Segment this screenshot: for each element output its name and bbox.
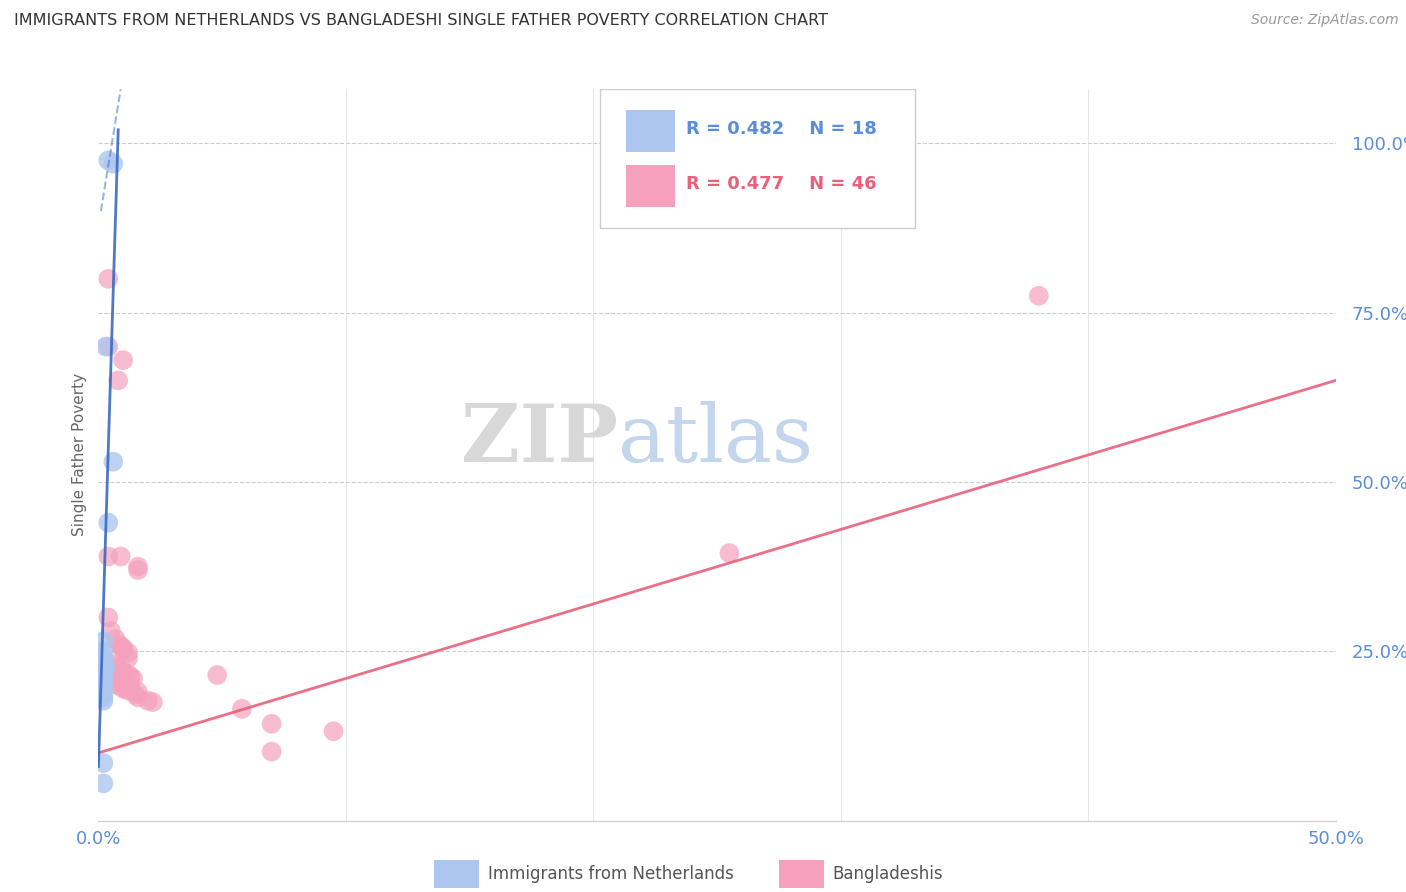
Point [260,716,283,731]
Point [93,657,115,672]
Point [112,640,135,655]
Text: Bangladeshis: Bangladeshis [832,865,943,883]
Point [100,624,122,638]
Point [107,638,129,652]
Point [100,657,122,671]
Point [97,610,120,624]
Point [112,665,135,679]
Point [231,702,253,716]
Point [117,683,139,698]
Point [122,672,145,686]
Point [120,670,142,684]
Point [1028,289,1050,303]
Point [94,661,117,675]
Point [93,634,115,648]
Point [107,678,129,692]
Point [104,659,127,673]
Point [107,665,129,679]
Text: R = 0.482    N = 18: R = 0.482 N = 18 [686,120,877,138]
Point [718,546,741,560]
Point [97,516,120,530]
Point [112,643,135,657]
Text: Source: ZipAtlas.com: Source: ZipAtlas.com [1251,13,1399,28]
Point [103,677,125,691]
Point [110,549,132,564]
Point [97,153,120,168]
Text: atlas: atlas [619,401,813,479]
Point [127,563,149,577]
Point [127,559,149,574]
Point [110,639,132,653]
Point [112,353,135,368]
Point [205,668,228,682]
Point [103,455,125,469]
Point [104,632,127,647]
Text: IMMIGRANTS FROM NETHERLANDS VS BANGLADESHI SINGLE FATHER POVERTY CORRELATION CHA: IMMIGRANTS FROM NETHERLANDS VS BANGLADES… [14,13,828,29]
Point [117,681,139,695]
FancyBboxPatch shape [626,111,675,153]
Point [136,694,159,708]
Point [124,688,146,702]
Point [97,272,120,286]
Point [93,686,115,700]
FancyBboxPatch shape [626,165,675,207]
Point [97,674,120,689]
FancyBboxPatch shape [599,89,915,228]
Point [93,644,115,658]
Point [93,668,115,682]
Point [127,685,149,699]
Point [260,745,283,759]
Point [117,651,139,665]
Point [112,681,135,696]
Point [117,667,139,681]
Point [112,665,135,680]
Point [93,776,115,790]
Point [93,690,115,705]
Point [107,373,129,387]
Point [93,651,115,665]
Point [322,724,344,739]
Point [97,549,120,564]
Point [117,646,139,660]
Text: ZIP: ZIP [461,401,619,479]
Y-axis label: Single Father Poverty: Single Father Poverty [72,374,87,536]
Point [93,674,115,689]
Point [107,663,129,677]
Point [142,695,165,709]
Point [103,157,125,171]
Point [93,681,115,696]
Point [94,340,117,354]
Text: R = 0.477    N = 46: R = 0.477 N = 46 [686,176,877,194]
Point [112,680,135,694]
Point [93,756,115,770]
Point [93,694,115,708]
Text: Immigrants from Netherlands: Immigrants from Netherlands [488,865,734,883]
Point [97,340,120,354]
Point [107,662,129,676]
Point [127,690,149,705]
